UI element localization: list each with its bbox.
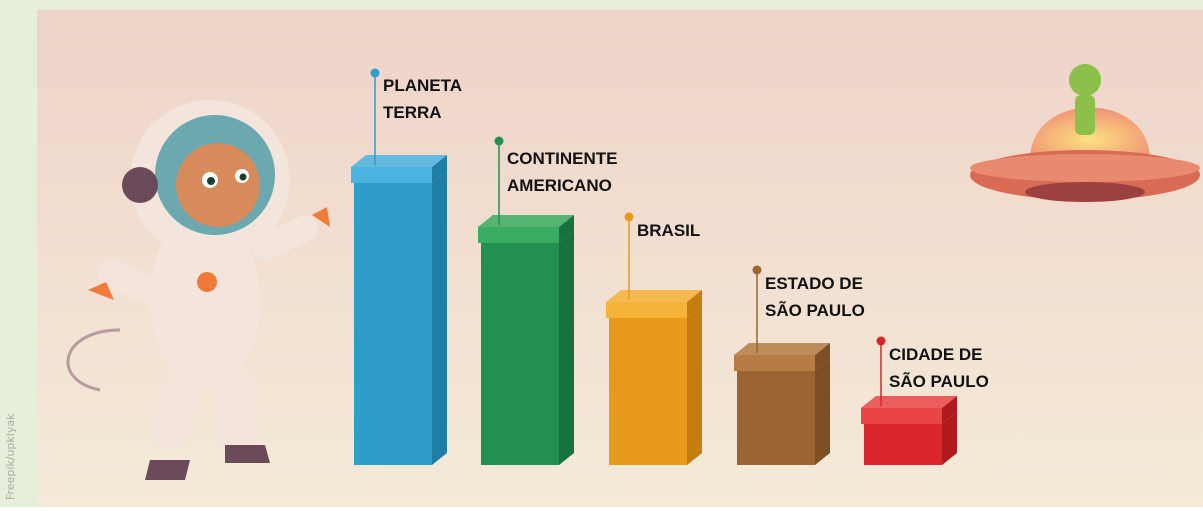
credit: Freepik/upklyak xyxy=(4,413,17,500)
bar-side xyxy=(432,171,447,465)
pin-dot xyxy=(877,337,886,346)
bar-front xyxy=(737,371,815,465)
bar-cap-top xyxy=(478,215,574,227)
bar-cap-top xyxy=(861,396,957,408)
bar-front xyxy=(481,243,559,465)
bar-front xyxy=(864,424,942,465)
bar-side xyxy=(687,306,702,465)
bar-label: PLANETA xyxy=(383,76,462,95)
bar-cap xyxy=(351,167,432,183)
bar-front xyxy=(609,318,687,465)
bar-label: BRASIL xyxy=(637,221,700,240)
bar-cap-top xyxy=(734,343,830,355)
pin-dot xyxy=(495,137,504,146)
bar-label: CONTINENTE xyxy=(507,149,618,168)
bar-cap xyxy=(606,302,687,318)
pin-dot xyxy=(753,266,762,275)
bar-label: AMERICANO xyxy=(507,176,612,195)
bar-cap xyxy=(734,355,815,371)
pin-dot xyxy=(625,213,634,222)
bar-cap xyxy=(861,408,942,424)
bar-cap xyxy=(478,227,559,243)
illustration: Freepik/upklyak PLANETA TERRA CONTINENTE AM… xyxy=(0,0,1203,507)
pin-dot xyxy=(371,69,380,78)
bar-cap-top xyxy=(606,290,702,302)
bar-label: CIDADE DE xyxy=(889,345,983,364)
bar-side xyxy=(815,359,830,465)
bar-side xyxy=(559,231,574,465)
bar-label: TERRA xyxy=(383,103,442,122)
bar-label: ESTADO DE xyxy=(765,274,863,293)
bar-label: SÃO PAULO xyxy=(889,371,989,391)
bar-cap-top xyxy=(351,155,447,167)
bar-label: SÃO PAULO xyxy=(765,300,865,320)
bar-front xyxy=(354,183,432,465)
